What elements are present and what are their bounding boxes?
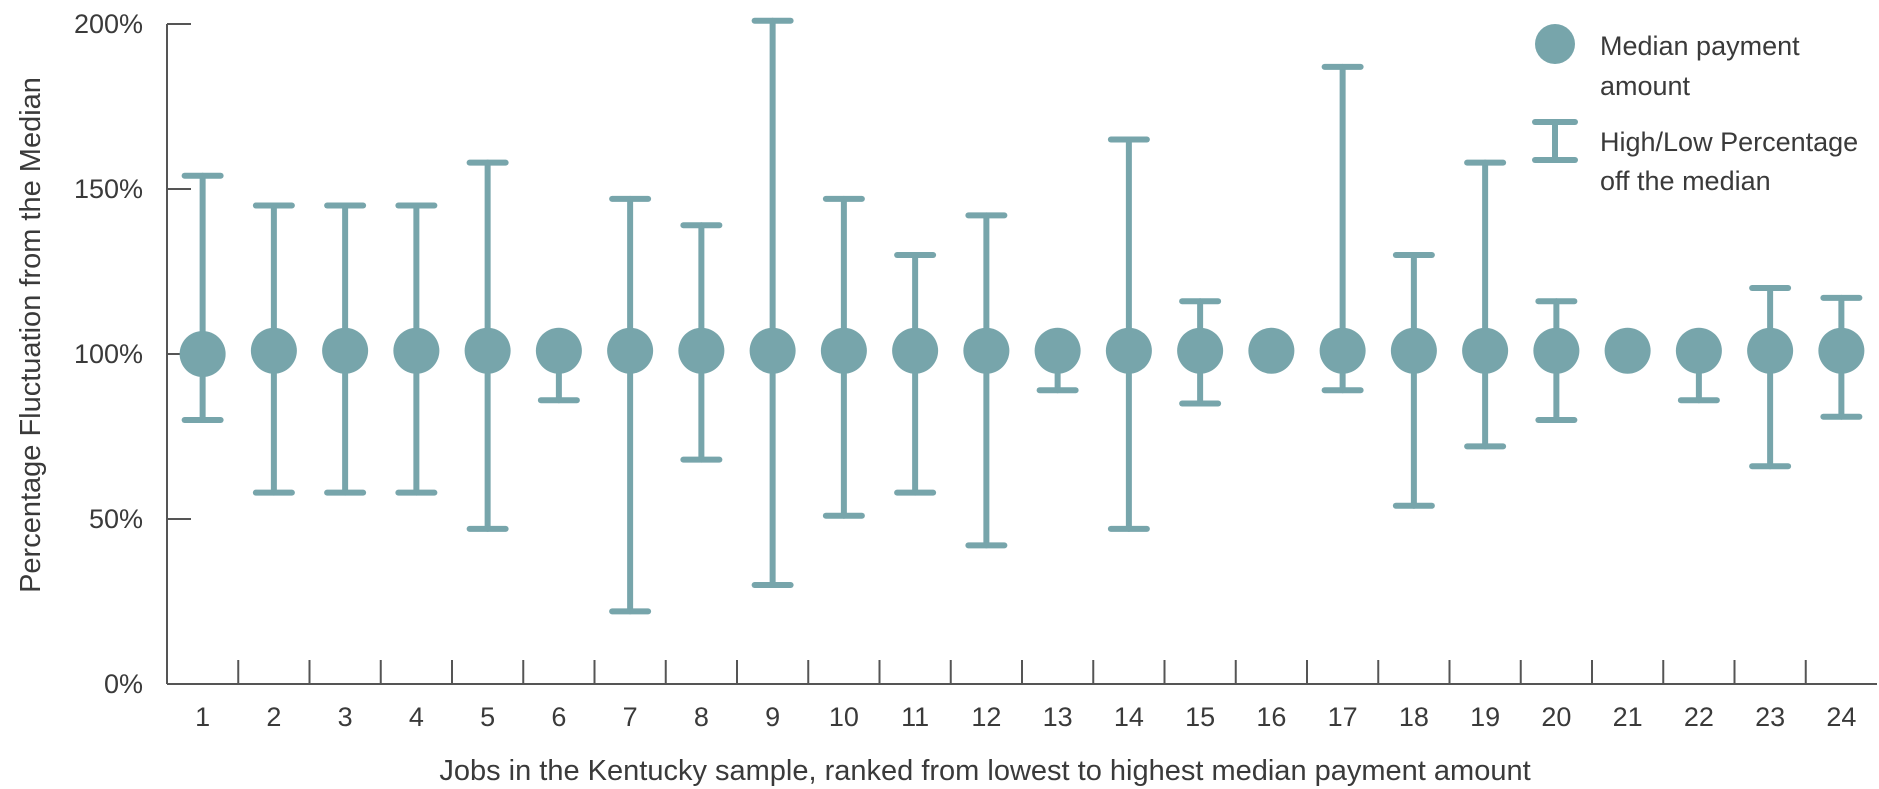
x-tick-label: 1: [195, 702, 210, 732]
legend: Median payment amount High/Low Percentag…: [1532, 24, 1858, 196]
median-point: [1462, 327, 1509, 374]
x-tick-label: 5: [480, 702, 495, 732]
y-tick-label: 50%: [89, 504, 143, 534]
x-tick-label: 24: [1826, 702, 1856, 732]
median-point: [1818, 327, 1865, 374]
x-tick-label: 7: [623, 702, 638, 732]
legend-range-marker: [1532, 119, 1578, 163]
x-axis-title: Jobs in the Kentucky sample, ranked from…: [439, 755, 1530, 787]
median-point: [1105, 327, 1152, 374]
x-tick-label: 19: [1470, 702, 1500, 732]
chart-series: [179, 17, 1865, 615]
error-bar: [1392, 252, 1435, 509]
median-point: [1747, 327, 1794, 374]
median-point: [963, 327, 1010, 374]
error-bar: [1464, 159, 1507, 450]
median-point: [1319, 327, 1366, 374]
y-tick-label: 100%: [74, 339, 143, 369]
legend-range-label-line2: off the median: [1600, 166, 1771, 196]
x-tick-label: 6: [551, 702, 566, 732]
legend-median-marker: [1535, 24, 1575, 64]
median-point: [1248, 327, 1295, 374]
median-point: [820, 327, 867, 374]
x-tick-label: 15: [1185, 702, 1215, 732]
x-tick-label: 4: [409, 702, 424, 732]
median-point: [393, 327, 440, 374]
median-point: [322, 327, 369, 374]
x-tick-label: 13: [1043, 702, 1073, 732]
chart-axes: 0%50%100%150%200%1 2 3 4 5 6 7 8 9 10 11 12 13 14 15 16…: [74, 9, 1877, 732]
median-point: [1177, 327, 1224, 374]
error-bar: [1749, 285, 1792, 470]
legend-range-label-line1: High/Low Percentage: [1600, 127, 1858, 157]
x-tick-label: 22: [1684, 702, 1714, 732]
median-point: [250, 327, 297, 374]
x-tick-label: 2: [266, 702, 281, 732]
error-bar: [181, 172, 224, 423]
error-bar: [894, 252, 937, 496]
error-bar: [751, 17, 794, 588]
median-point: [749, 327, 796, 374]
x-tick-label: 10: [829, 702, 859, 732]
x-tick-label: 11: [901, 702, 929, 732]
median-point: [179, 331, 226, 377]
x-tick-label: 3: [338, 702, 353, 732]
median-point: [1034, 327, 1081, 374]
x-tick-label: 14: [1114, 702, 1144, 732]
median-point: [1533, 327, 1580, 374]
x-tick-label: 21: [1613, 702, 1643, 732]
median-point: [1390, 327, 1437, 374]
median-point: [535, 327, 582, 374]
x-tick-label: 9: [765, 702, 780, 732]
x-tick-label: 20: [1541, 702, 1571, 732]
median-point: [464, 327, 511, 374]
y-tick-label: 200%: [74, 9, 143, 39]
legend-median-label-line2: amount: [1600, 71, 1691, 101]
x-tick-label: 23: [1755, 702, 1785, 732]
x-tick-label: 17: [1328, 702, 1358, 732]
x-tick-label: 18: [1399, 702, 1429, 732]
y-tick-label: 0%: [104, 669, 143, 699]
x-tick-label: 16: [1256, 702, 1286, 732]
median-point: [678, 327, 725, 374]
error-bar: [965, 212, 1008, 549]
median-point: [1675, 327, 1722, 374]
median-point: [607, 327, 654, 374]
error-bar: [609, 195, 652, 615]
y-axis-title: Percentage Fluctuation from the Median: [15, 77, 47, 593]
y-tick-label: 150%: [74, 174, 143, 204]
legend-median-label-line1: Median payment: [1600, 31, 1800, 61]
median-point: [1604, 327, 1651, 374]
median-point: [892, 327, 939, 374]
x-tick-label: 8: [694, 702, 709, 732]
x-tick-label: 12: [971, 702, 1001, 732]
